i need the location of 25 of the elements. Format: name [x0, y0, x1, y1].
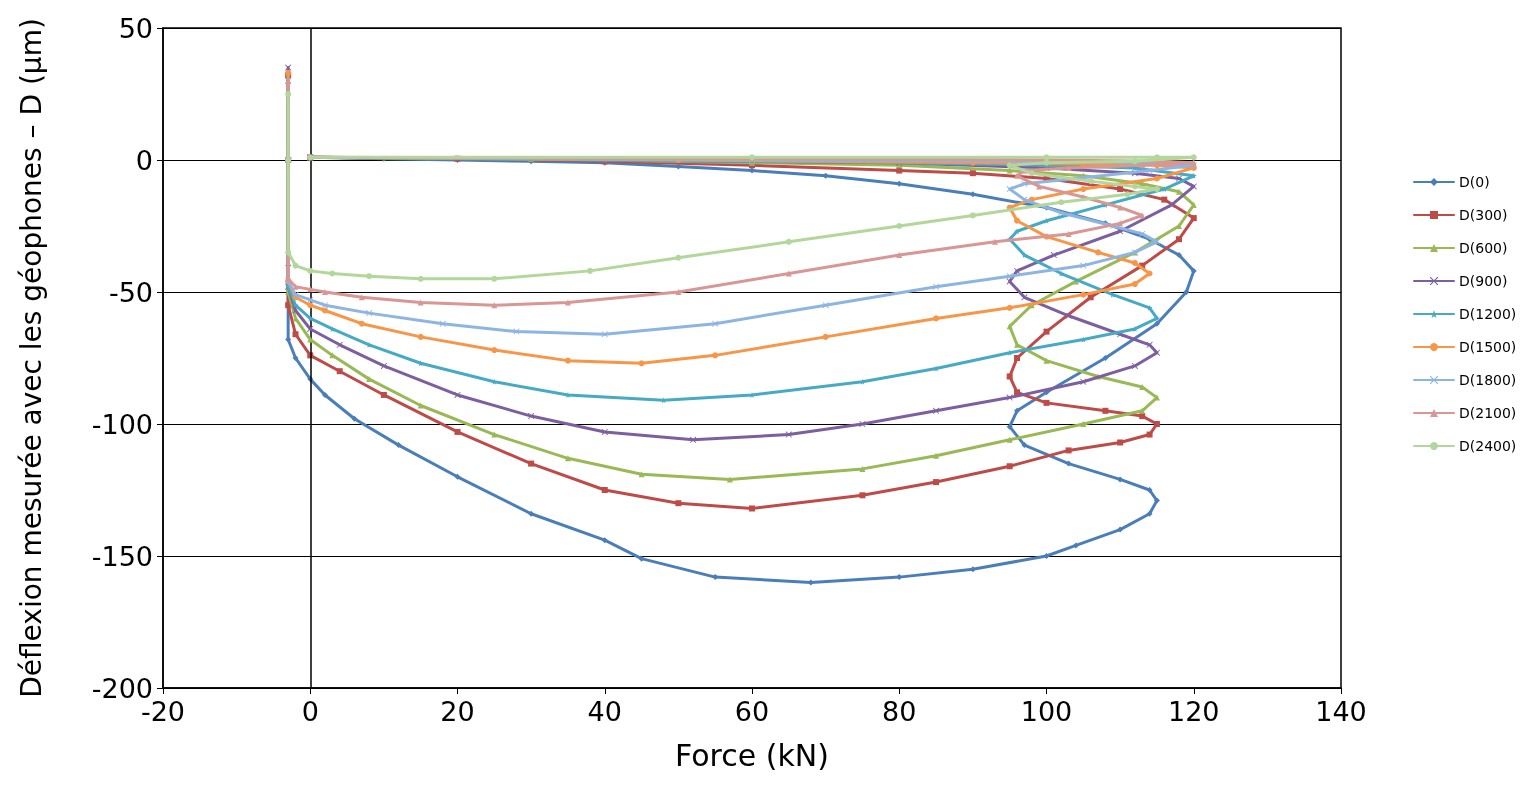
y-tick-label: -50: [108, 276, 153, 308]
y-tick-label: -150: [91, 540, 153, 572]
x-tick-label: 60: [734, 696, 770, 727]
legend-label: D(2100): [1459, 405, 1517, 421]
x-tick-label: 0: [301, 696, 319, 727]
y-tick-label: 50: [118, 12, 153, 44]
y-tick-label: -200: [91, 672, 153, 704]
x-axis-title: Force (kN): [675, 737, 829, 773]
legend-label: D(1800): [1459, 372, 1517, 388]
legend-label: D(300): [1459, 207, 1508, 223]
x-tick-label: 140: [1315, 696, 1367, 727]
x-tick-label: 120: [1167, 696, 1220, 727]
x-tick-label: 40: [587, 696, 622, 727]
legend-label: D(600): [1459, 240, 1508, 256]
legend-label: D(0): [1459, 174, 1490, 190]
legend-label: D(1200): [1459, 306, 1517, 322]
x-tick-label: 100: [1020, 696, 1073, 727]
x-tick-label: 80: [882, 696, 917, 727]
y-tick-label: 0: [135, 144, 153, 176]
y-axis-title: Déflexion mesurée avec les géophones – D (µm): [14, 18, 48, 698]
legend-label: D(2400): [1459, 438, 1517, 454]
legend-label: D(1500): [1459, 339, 1517, 355]
x-tick-label: 20: [440, 696, 475, 727]
y-tick-label: -100: [91, 408, 153, 440]
legend-label: D(900): [1459, 273, 1508, 289]
